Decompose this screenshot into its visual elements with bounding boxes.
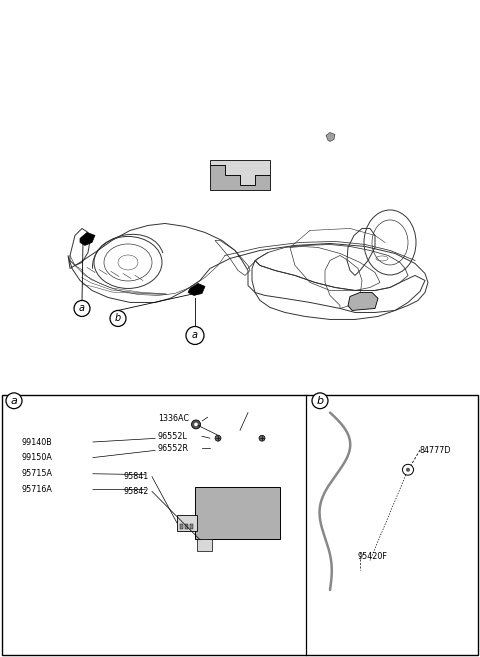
Circle shape bbox=[186, 327, 204, 344]
Text: 99140B: 99140B bbox=[22, 438, 53, 447]
Text: 95842: 95842 bbox=[123, 487, 148, 496]
Polygon shape bbox=[210, 160, 270, 185]
Text: 96552L: 96552L bbox=[158, 432, 188, 441]
Polygon shape bbox=[326, 133, 335, 141]
Circle shape bbox=[74, 300, 90, 317]
Circle shape bbox=[259, 435, 265, 442]
Text: b: b bbox=[115, 313, 121, 323]
Polygon shape bbox=[210, 166, 270, 191]
Text: a: a bbox=[79, 304, 85, 313]
Circle shape bbox=[194, 422, 198, 426]
Text: 96552R: 96552R bbox=[158, 443, 189, 453]
Circle shape bbox=[192, 420, 201, 429]
Polygon shape bbox=[80, 233, 95, 246]
Circle shape bbox=[312, 393, 328, 409]
Text: 95715A: 95715A bbox=[22, 469, 53, 478]
Bar bbox=[190, 524, 193, 529]
Text: a: a bbox=[11, 396, 17, 406]
Text: 99150A: 99150A bbox=[22, 453, 53, 463]
Text: 95841: 95841 bbox=[123, 472, 148, 481]
Text: 84777D: 84777D bbox=[420, 445, 452, 455]
Bar bbox=[177, 515, 197, 531]
Text: b: b bbox=[316, 396, 324, 406]
Circle shape bbox=[403, 464, 413, 475]
Circle shape bbox=[406, 468, 410, 472]
Circle shape bbox=[6, 393, 22, 409]
Bar bbox=[180, 524, 183, 529]
Bar bbox=[197, 539, 212, 551]
Text: 1336AC: 1336AC bbox=[158, 414, 189, 423]
Bar bbox=[195, 487, 280, 539]
Text: 95420F: 95420F bbox=[358, 552, 388, 561]
Circle shape bbox=[110, 311, 126, 327]
Polygon shape bbox=[188, 283, 205, 296]
Bar bbox=[185, 524, 188, 529]
Circle shape bbox=[215, 435, 221, 442]
Text: a: a bbox=[192, 330, 198, 340]
Text: 95716A: 95716A bbox=[22, 485, 53, 494]
Polygon shape bbox=[348, 292, 378, 311]
